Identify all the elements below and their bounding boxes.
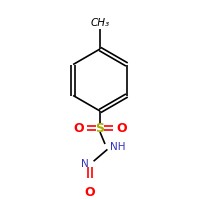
- Text: O: O: [116, 122, 127, 135]
- Text: NH: NH: [110, 142, 125, 152]
- Text: CH₃: CH₃: [91, 18, 110, 28]
- Text: O: O: [85, 186, 95, 199]
- Text: O: O: [73, 122, 84, 135]
- Text: S: S: [96, 122, 104, 135]
- Text: N: N: [81, 159, 89, 169]
